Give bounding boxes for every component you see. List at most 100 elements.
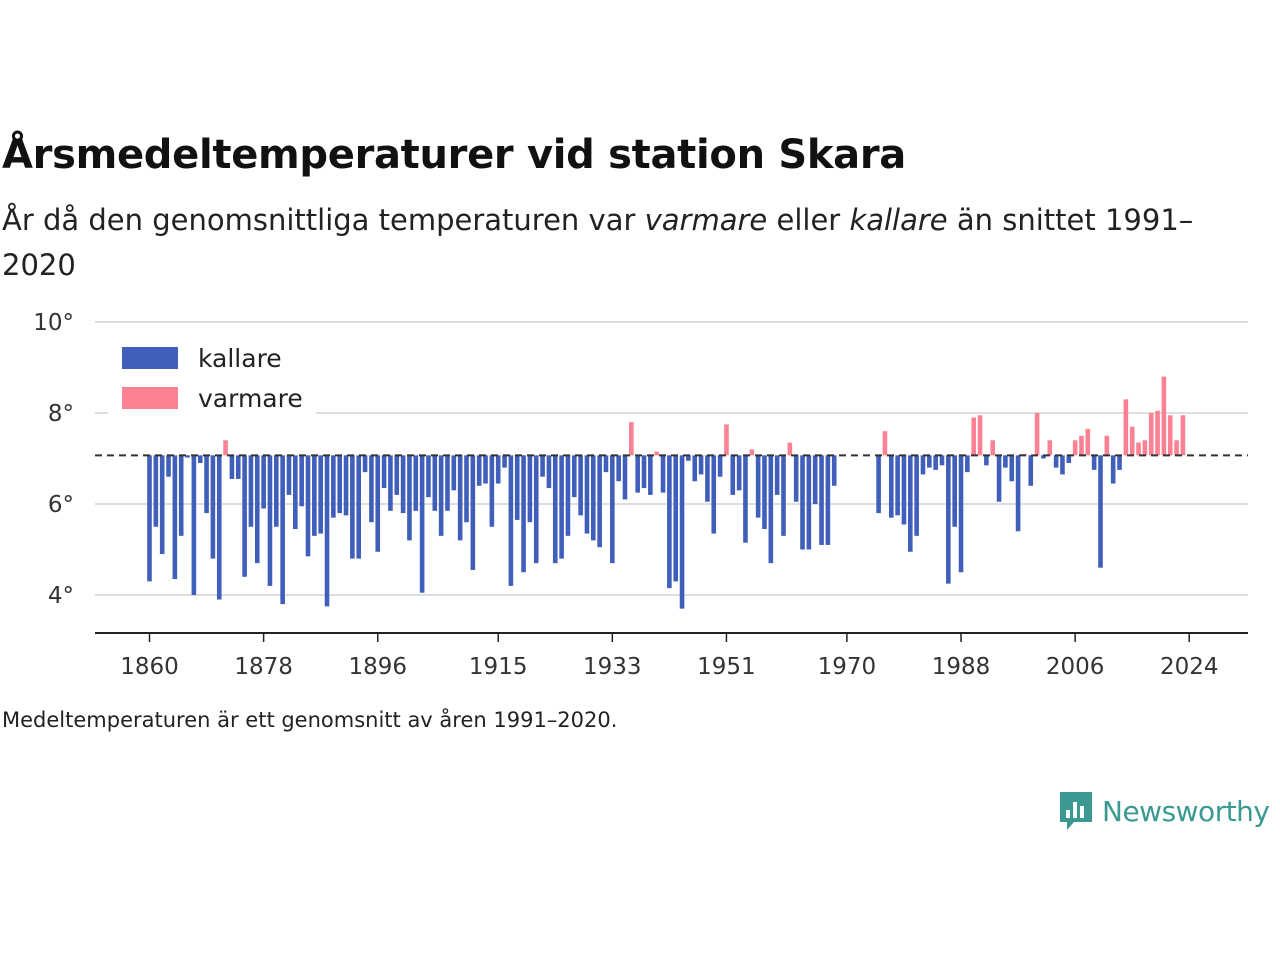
- bar-2008: [1085, 428, 1091, 456]
- bar-1946: [692, 455, 698, 482]
- bar-2003: [1053, 455, 1059, 468]
- bar-1916: [502, 455, 507, 468]
- bar-1906: [438, 455, 444, 536]
- bar-1986: [946, 455, 951, 584]
- x-tick-label: 1915: [469, 654, 528, 680]
- bar-1900: [400, 455, 406, 514]
- bar-1951: [724, 424, 729, 456]
- brand-name: Newsworthy: [1102, 794, 1270, 828]
- bar-1966: [819, 455, 824, 545]
- bar-1995: [1003, 455, 1008, 468]
- bar-1863: [166, 455, 171, 477]
- bar-2000: [1034, 413, 1040, 456]
- bar-1882: [286, 455, 292, 495]
- bar-1989: [965, 455, 970, 473]
- bar-1873: [229, 455, 235, 479]
- bar-1872: [223, 440, 228, 456]
- bar-1870: [210, 455, 216, 559]
- bar-1930: [591, 455, 596, 541]
- bar-2009: [1091, 455, 1097, 470]
- bar-1943: [673, 455, 679, 582]
- bars: [147, 376, 1186, 609]
- bar-2011: [1104, 435, 1110, 456]
- bar-1961: [787, 442, 793, 456]
- bar-2002: [1047, 440, 1053, 456]
- x-tick-label: 1896: [348, 654, 407, 680]
- subtitle-warm-word: varmare: [644, 203, 768, 237]
- bar-1912: [476, 455, 482, 486]
- bar-1901: [407, 455, 412, 541]
- x-tick-label: 1951: [697, 654, 756, 680]
- bar-1999: [1028, 455, 1034, 486]
- bar-1892: [350, 455, 355, 559]
- bar-1978: [895, 455, 900, 516]
- bar-1904: [426, 455, 431, 498]
- bar-1939: [648, 455, 653, 495]
- bar-1903: [419, 455, 425, 593]
- bar-1941: [660, 455, 666, 493]
- bar-1957: [762, 455, 767, 530]
- newsworthy-logo-icon: [1060, 792, 1092, 830]
- bar-1922: [540, 455, 545, 477]
- bar-1937: [635, 455, 640, 493]
- bar-1976: [882, 431, 888, 456]
- bar-1890: [337, 455, 342, 514]
- bar-1927: [571, 455, 577, 498]
- bar-1940: [654, 451, 659, 456]
- bar-1982: [920, 455, 926, 475]
- legend-label-kallare: kallare: [198, 344, 282, 373]
- bar-1949: [711, 455, 717, 534]
- subtitle-part-3: än snittet 1991–2020: [2, 203, 1194, 282]
- bar-1950: [717, 455, 723, 477]
- axes: 4° 6° 8° 10° 1860 1878 1896 1915 1933 1951 1970 198…: [33, 310, 1248, 680]
- bar-1923: [546, 455, 552, 489]
- bar-1934: [616, 455, 621, 482]
- bar-1925: [559, 455, 564, 559]
- bar-1910: [464, 455, 469, 523]
- bar-1933: [610, 455, 615, 564]
- bar-1860: [147, 455, 152, 582]
- bar-1889: [331, 455, 336, 518]
- bar-1883: [293, 455, 298, 530]
- bar-1952: [730, 455, 736, 495]
- bar-1929: [584, 455, 590, 534]
- bar-2014: [1123, 399, 1129, 456]
- bar-1867: [191, 455, 197, 595]
- bar-1924: [552, 455, 558, 564]
- bar-1975: [876, 455, 881, 514]
- bar-1963: [800, 455, 805, 550]
- bar-1988: [958, 455, 964, 573]
- bar-1918: [514, 455, 520, 520]
- bar-1913: [483, 455, 488, 484]
- bar-1894: [362, 455, 368, 473]
- x-tick-label: 1933: [583, 654, 642, 680]
- bar-1881: [280, 455, 285, 605]
- bar-2022: [1174, 440, 1179, 456]
- footnote: Medeltemperaturen är ett genomsnitt av å…: [2, 708, 618, 732]
- bar-2018: [1148, 413, 1154, 456]
- newsworthy-logo: Newsworthy: [1058, 790, 1270, 832]
- legend-label-varmare: varmare: [198, 384, 303, 413]
- bar-2021: [1167, 415, 1173, 456]
- bar-1962: [793, 455, 799, 502]
- bar-1947: [698, 455, 704, 475]
- bar-1956: [755, 455, 761, 518]
- bar-1994: [996, 455, 1002, 502]
- chart-subtitle: År då den genomsnittliga temperaturen va…: [2, 198, 1202, 288]
- bar-2012: [1110, 455, 1116, 484]
- bar-1935: [622, 455, 628, 500]
- temperature-bar-chart: 4° 6° 8° 10° 1860 1878 1896 1915 1933 1951 1970 198…: [33, 310, 1248, 680]
- bar-1862: [159, 455, 165, 555]
- subtitle-part-2: eller: [767, 203, 850, 237]
- bar-1985: [939, 455, 945, 466]
- bar-1919: [521, 455, 526, 573]
- bar-1895: [369, 455, 374, 523]
- bar-1869: [204, 455, 209, 514]
- bar-1897: [381, 455, 387, 489]
- bar-1991: [977, 415, 983, 456]
- bar-1874: [235, 455, 241, 479]
- bar-1896: [375, 455, 381, 552]
- x-tick-label: 1860: [120, 654, 179, 680]
- bar-1953: [736, 455, 742, 491]
- bar-2019: [1155, 410, 1160, 456]
